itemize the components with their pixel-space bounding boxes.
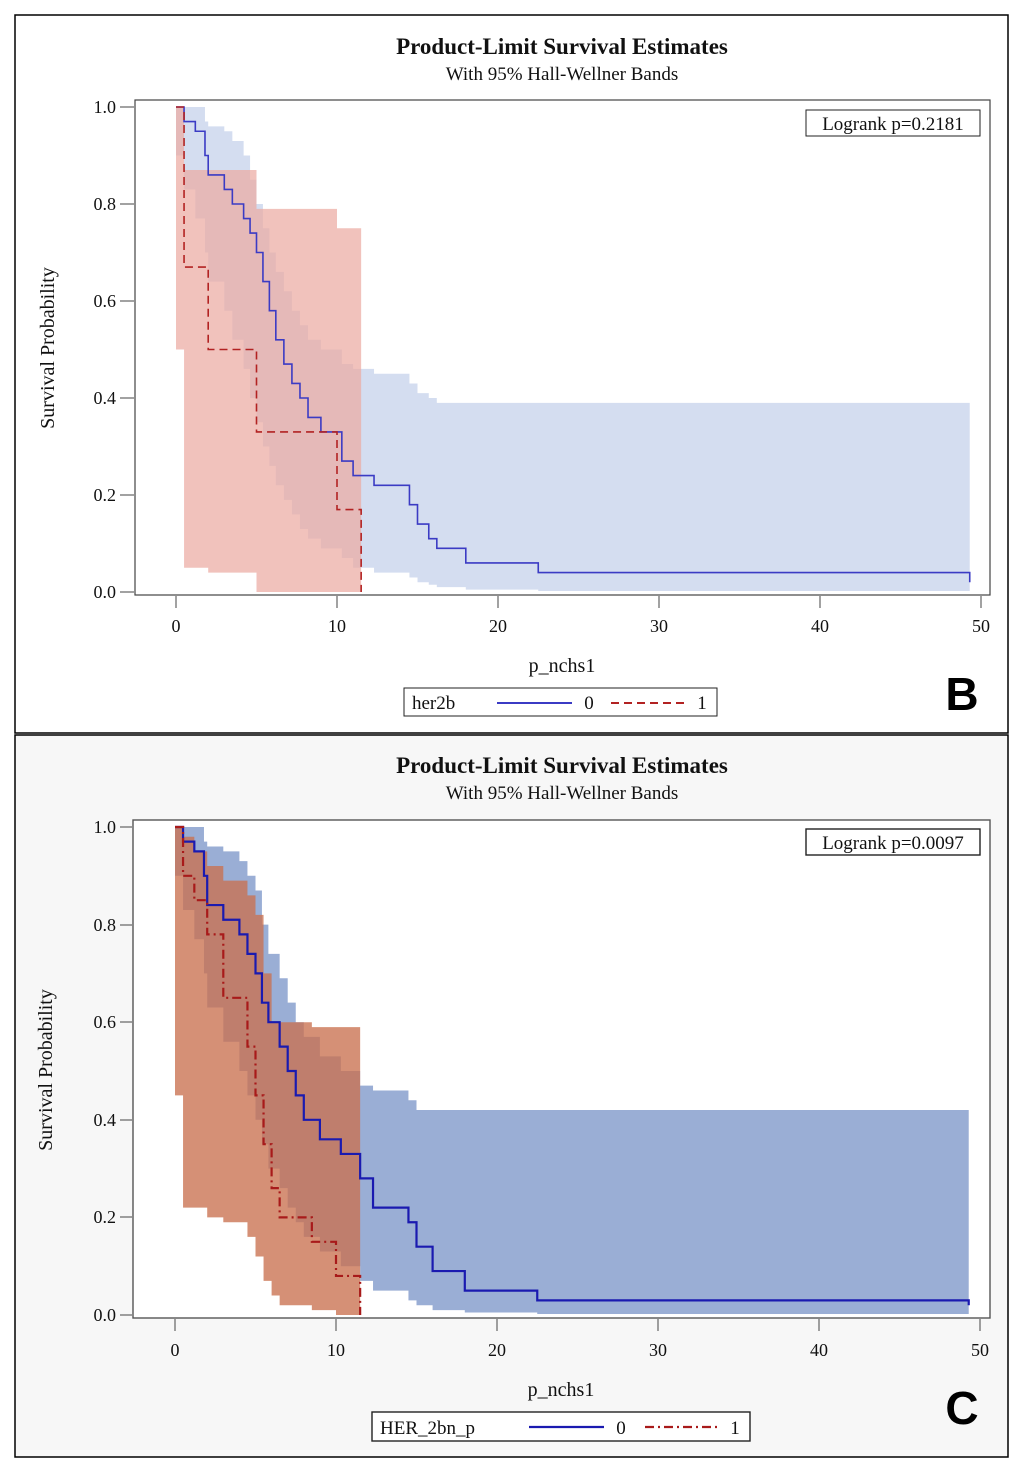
panel-b-subtitle: With 95% Hall-Wellner Bands xyxy=(446,64,679,85)
x-tick-label: 10 xyxy=(327,1340,345,1360)
y-tick-label: 0.2 xyxy=(94,485,117,505)
y-tick-label: 0.2 xyxy=(94,1207,117,1227)
confidence-band-series-1 xyxy=(176,107,362,592)
panel-b-x-axis-label: p_nchs1 xyxy=(529,655,596,677)
panel-b-logrank-annotation: Logrank p=0.2181 xyxy=(805,109,981,137)
panel-b-letter: B xyxy=(945,668,978,720)
panel-c-x-axis: 0 10 20 30 40 50 xyxy=(171,1319,989,1360)
x-tick-label: 40 xyxy=(810,1340,828,1360)
y-tick-label: 1.0 xyxy=(94,817,117,837)
x-tick-label: 20 xyxy=(489,616,507,636)
panel-c-plot-area xyxy=(175,825,970,1315)
logrank-text: Logrank p=0.2181 xyxy=(822,114,964,135)
panel-c-x-axis-label: p_nchs1 xyxy=(528,1379,595,1401)
panel-b-plot-area xyxy=(176,106,971,592)
x-tick-label: 50 xyxy=(972,616,990,636)
y-tick-label: 0.0 xyxy=(94,1305,117,1325)
legend-entry-1: 1 xyxy=(697,693,707,714)
panel-c-legend: HER_2bn_p 0 1 xyxy=(371,1411,751,1442)
confidence-band-series-0 xyxy=(176,107,970,592)
panel-c-subtitle: With 95% Hall-Wellner Bands xyxy=(446,783,679,804)
panel-c-title: Product-Limit Survival Estimates xyxy=(396,753,728,778)
panel-c: Product-Limit Survival Estimates With 95… xyxy=(14,734,1009,1458)
x-tick-label: 50 xyxy=(971,1340,989,1360)
y-tick-label: 1.0 xyxy=(94,97,117,117)
y-tick-label: 0.6 xyxy=(94,1012,117,1032)
x-tick-label: 20 xyxy=(488,1340,506,1360)
panel-b-x-axis: 0 10 20 30 40 50 xyxy=(172,596,990,636)
logrank-text: Logrank p=0.0097 xyxy=(822,833,964,854)
y-tick-label: 0.4 xyxy=(94,388,117,408)
legend-title: her2b xyxy=(412,693,455,714)
y-tick-label: 0.8 xyxy=(94,915,117,935)
panel-b: Product-Limit Survival Estimates With 95… xyxy=(14,14,1009,734)
legend-entry-1: 1 xyxy=(730,1418,740,1439)
confidence-band-series-1 xyxy=(175,827,361,1315)
x-tick-label: 0 xyxy=(172,616,181,636)
legend-entry-0: 0 xyxy=(616,1418,626,1439)
survival-curve-series-1 xyxy=(175,825,362,1315)
panel-c-y-axis-label: Survival Probability xyxy=(35,989,57,1151)
panel-b-title: Product-Limit Survival Estimates xyxy=(396,34,728,59)
x-tick-label: 10 xyxy=(328,616,346,636)
panel-c-letter: C xyxy=(945,1382,978,1434)
legend-entry-0: 0 xyxy=(584,693,594,714)
x-tick-label: 0 xyxy=(171,1340,180,1360)
y-tick-label: 0.6 xyxy=(94,291,117,311)
legend-title: HER_2bn_p xyxy=(380,1418,475,1439)
x-tick-label: 30 xyxy=(649,1340,667,1360)
panel-b-y-axis: 1.0 0.8 0.6 0.4 0.2 0.0 xyxy=(94,97,134,602)
panel-b-legend: her2b 0 1 xyxy=(403,687,718,717)
panel-b-y-axis-label: Survival Probability xyxy=(37,267,59,429)
y-tick-label: 0.0 xyxy=(94,582,117,602)
x-tick-label: 30 xyxy=(650,616,668,636)
y-tick-label: 0.8 xyxy=(94,194,117,214)
survival-curve-series-0 xyxy=(175,825,970,1306)
survival-curve-series-0 xyxy=(176,106,971,583)
panel-c-y-axis: 1.0 0.8 0.6 0.4 0.2 0.0 xyxy=(94,817,132,1325)
x-tick-label: 40 xyxy=(811,616,829,636)
panel-c-logrank-annotation: Logrank p=0.0097 xyxy=(805,828,981,856)
y-tick-label: 0.4 xyxy=(94,1110,117,1130)
